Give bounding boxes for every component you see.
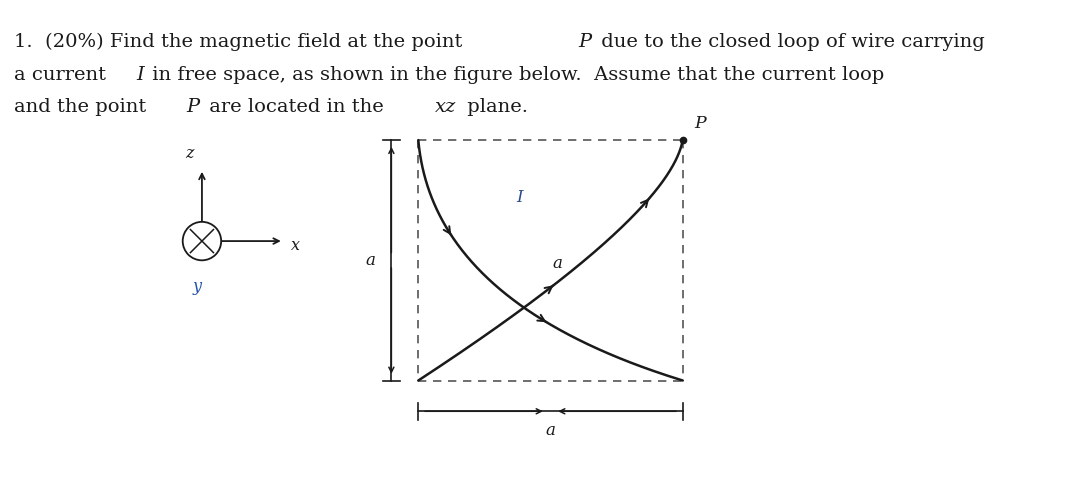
Text: due to the closed loop of wire carrying: due to the closed loop of wire carrying	[595, 33, 985, 51]
Text: x: x	[292, 237, 300, 254]
Text: and the point: and the point	[15, 98, 153, 117]
Circle shape	[183, 222, 221, 260]
Text: are located in the: are located in the	[203, 98, 390, 117]
Text: 1.  (20%) Find the magnetic field at the point: 1. (20%) Find the magnetic field at the …	[15, 33, 469, 51]
Text: in free space, as shown in the figure below.  Assume that the current loop: in free space, as shown in the figure be…	[146, 66, 884, 84]
Text: plane.: plane.	[461, 98, 528, 117]
Text: z: z	[185, 145, 193, 162]
Text: a: a	[553, 255, 563, 272]
Text: xz: xz	[435, 98, 456, 117]
Text: P: P	[579, 33, 592, 51]
Text: I: I	[516, 190, 522, 206]
Text: a current: a current	[15, 66, 113, 84]
Text: P: P	[694, 115, 706, 132]
Text: I: I	[137, 66, 144, 84]
Text: a: a	[546, 422, 555, 439]
Text: y: y	[192, 278, 202, 295]
Text: a: a	[365, 252, 375, 269]
Text: P: P	[186, 98, 200, 117]
